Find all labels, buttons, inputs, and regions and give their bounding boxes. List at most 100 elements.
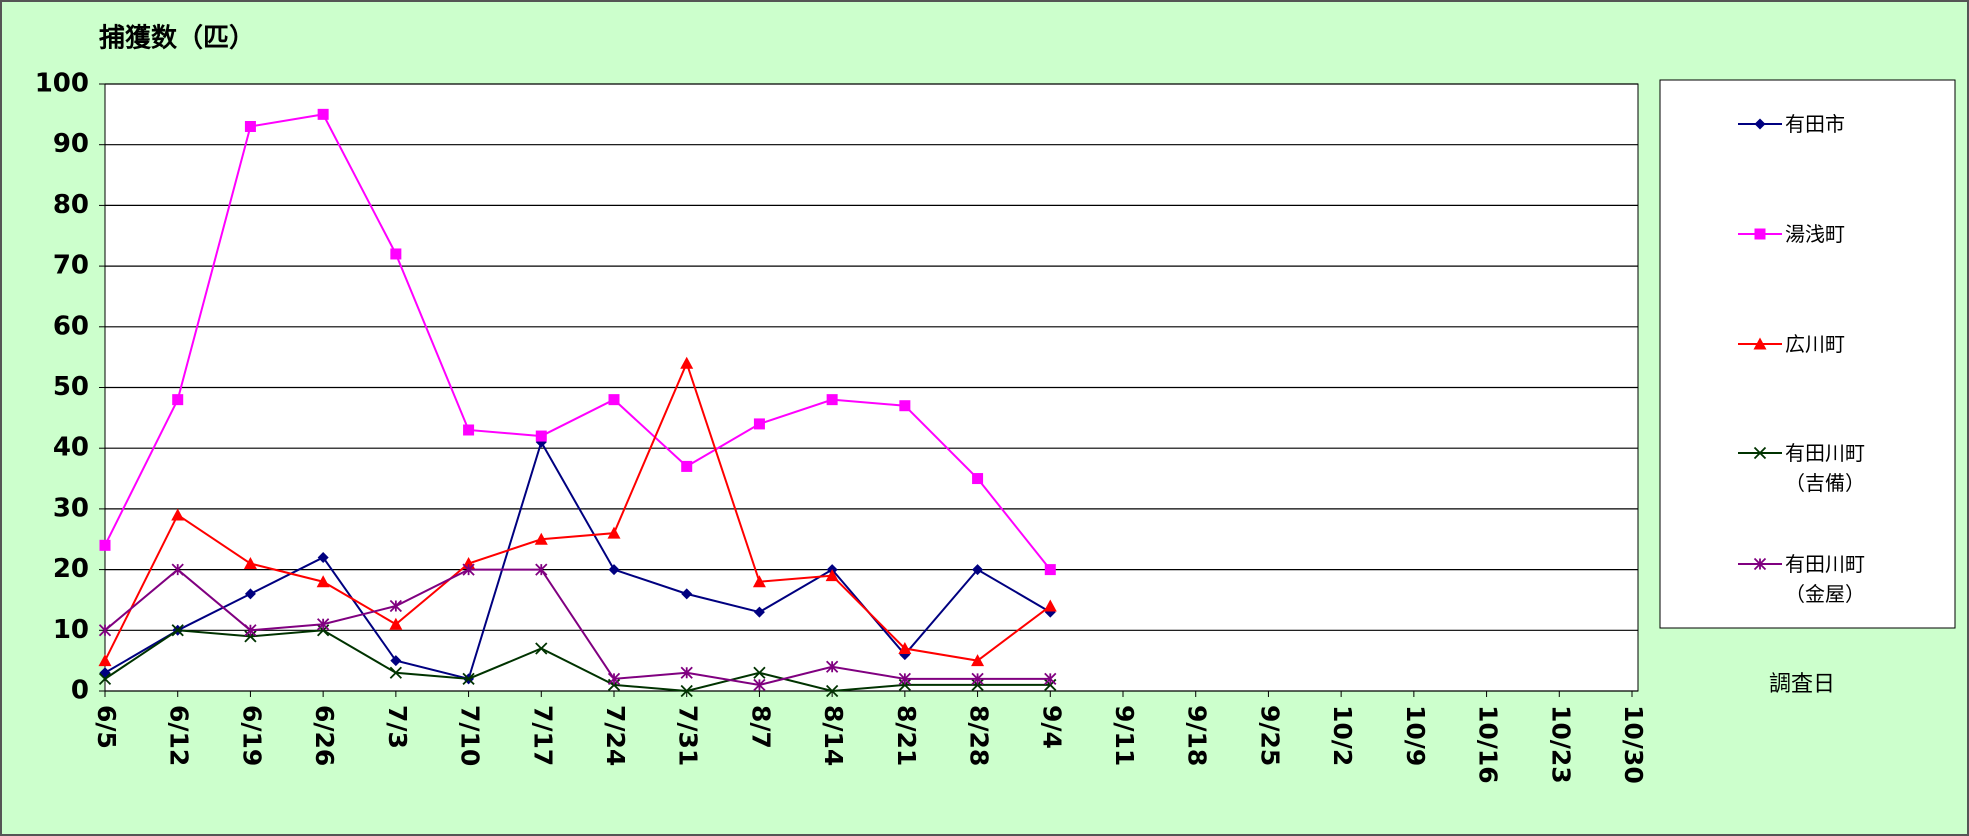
y-tick-label: 50 [53, 372, 89, 402]
y-tick-label: 40 [53, 433, 89, 463]
marker [1044, 672, 1057, 685]
x-tick-label: 7/17 [528, 705, 557, 766]
x-tick-label: 8/21 [892, 705, 921, 766]
series-line [104, 568, 1051, 686]
marker [753, 418, 765, 430]
marker [99, 539, 111, 551]
legend-label: 有田市 [1785, 112, 1845, 136]
marker [1753, 446, 1767, 460]
marker [171, 508, 185, 521]
marker [98, 624, 112, 637]
marker [753, 678, 766, 692]
marker [971, 654, 985, 667]
marker [172, 394, 184, 406]
marker [98, 672, 112, 685]
y-tick-label: 0 [71, 676, 89, 706]
marker [535, 642, 548, 655]
marker [972, 564, 984, 576]
marker [535, 563, 548, 576]
y-tick-label: 20 [53, 554, 89, 584]
x-tick-label: 7/10 [456, 705, 485, 766]
marker [825, 569, 839, 582]
marker [680, 356, 694, 369]
x-tick-label: 9/25 [1255, 705, 1284, 766]
legend-label: 有田川町 （吉備） [1785, 441, 1865, 495]
marker [680, 684, 693, 698]
x-tick-label: 10/9 [1401, 705, 1430, 766]
series-line [104, 113, 1052, 571]
marker [753, 666, 766, 679]
x-tick-label: 10/16 [1474, 705, 1503, 784]
x-axis-label: 調査日 [1769, 672, 1835, 697]
marker [1044, 564, 1056, 576]
series-line [104, 360, 1051, 662]
marker [317, 108, 329, 120]
x-tick-label: 8/14 [819, 705, 848, 766]
marker [462, 672, 475, 685]
marker [1754, 118, 1766, 130]
marker [390, 655, 402, 667]
marker [826, 684, 839, 698]
legend-box [1659, 79, 1956, 629]
marker [608, 564, 620, 576]
marker [534, 532, 548, 545]
x-tick-label: 9/11 [1110, 705, 1139, 766]
marker [535, 430, 547, 442]
marker [389, 599, 402, 613]
marker [607, 526, 621, 539]
x-tick-label: 6/19 [237, 705, 266, 766]
marker [1753, 557, 1767, 571]
y-tick-label: 70 [53, 251, 89, 281]
x-tick-label: 7/3 [383, 705, 412, 749]
marker [389, 617, 403, 630]
marker [752, 575, 766, 588]
marker [681, 588, 693, 600]
y-tick-label: 80 [53, 190, 89, 220]
marker [680, 666, 693, 679]
y-tick-label: 60 [53, 311, 89, 341]
marker [972, 473, 984, 485]
series-line [104, 439, 1051, 681]
x-tick-label: 6/12 [165, 705, 194, 766]
marker [681, 460, 693, 472]
marker [317, 551, 329, 563]
x-tick-label: 7/24 [601, 705, 630, 766]
marker [98, 654, 112, 667]
x-tick-label: 6/5 [92, 705, 121, 749]
marker [317, 618, 330, 631]
marker [898, 642, 912, 655]
marker [1754, 228, 1766, 240]
x-tick-label: 10/23 [1546, 705, 1575, 784]
x-tick-label: 10/2 [1328, 705, 1357, 766]
marker [1753, 337, 1767, 350]
marker [243, 557, 257, 570]
marker [608, 394, 620, 406]
x-tick-label: 7/31 [674, 705, 703, 766]
legend-label: 広川町 [1785, 332, 1845, 356]
marker [316, 575, 330, 588]
marker [899, 400, 911, 412]
marker [826, 660, 839, 673]
y-tick-label: 100 [35, 69, 89, 99]
y-axis-label: 捕獲数（匹） [99, 24, 255, 54]
y-tick-label: 30 [53, 493, 89, 523]
marker [826, 394, 838, 406]
y-tick-label: 90 [53, 129, 89, 159]
x-tick-label: 8/28 [965, 705, 994, 766]
marker [389, 666, 402, 679]
x-tick-label: 10/30 [1619, 705, 1648, 784]
marker [171, 563, 184, 576]
marker [390, 248, 402, 260]
marker [171, 624, 184, 637]
marker [244, 588, 256, 600]
y-tick-label: 10 [53, 615, 89, 645]
marker [1043, 599, 1057, 612]
x-tick-label: 9/4 [1037, 705, 1066, 749]
legend-label: 湯浅町 [1785, 222, 1845, 246]
x-tick-label: 9/18 [1183, 705, 1212, 766]
marker [971, 672, 984, 685]
legend-label: 有田川町 （金屋） [1785, 552, 1865, 606]
marker [753, 606, 765, 618]
